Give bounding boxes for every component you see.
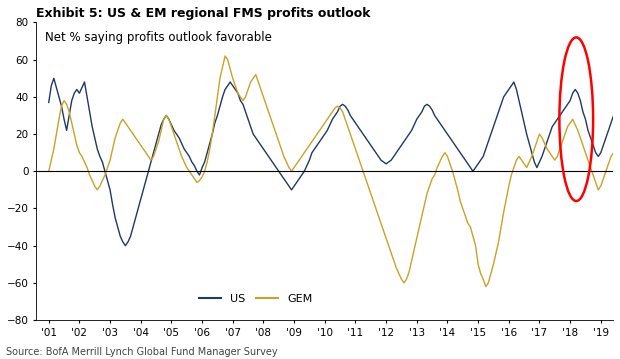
GEM xyxy=(311,136,318,140)
GEM xyxy=(482,284,490,289)
Text: Exhibit 5: US & EM regional FMS profits outlook: Exhibit 5: US & EM regional FMS profits … xyxy=(37,7,371,20)
US xyxy=(311,147,318,151)
Line: US: US xyxy=(49,60,620,246)
US xyxy=(415,113,423,118)
US xyxy=(487,132,495,136)
GEM xyxy=(303,147,311,151)
Legend: US, GEM: US, GEM xyxy=(194,290,317,308)
US xyxy=(122,243,129,248)
US xyxy=(303,164,311,168)
Text: Source: BofA Merrill Lynch Global Fund Manager Survey: Source: BofA Merrill Lynch Global Fund M… xyxy=(6,347,278,357)
GEM xyxy=(150,154,157,159)
GEM xyxy=(415,225,423,229)
US xyxy=(153,141,160,145)
US xyxy=(45,100,53,104)
Line: GEM: GEM xyxy=(49,56,620,286)
Text: Net % saying profits outlook favorable: Net % saying profits outlook favorable xyxy=(45,32,272,45)
GEM xyxy=(490,262,497,266)
GEM xyxy=(45,169,53,173)
GEM xyxy=(221,54,229,58)
